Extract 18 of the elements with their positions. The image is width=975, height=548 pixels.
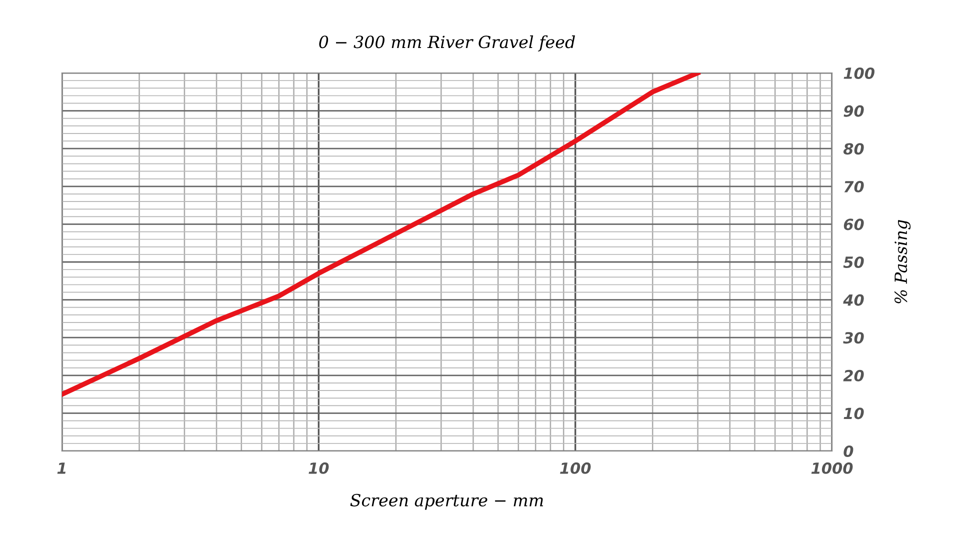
y-tick-label: 70 [844, 180, 864, 192]
chart-title: 0 − 300 mm River Gravel feed [319, 35, 575, 52]
y-tick-label: 60 [844, 218, 864, 230]
y-tick-label: 10 [844, 408, 864, 420]
x-tick-label: 10 [308, 462, 329, 474]
y-tick-label: 50 [843, 256, 864, 268]
y-tick-label: 20 [843, 370, 864, 382]
y-tick-label: 100 [844, 67, 874, 80]
y-tick-label: 40 [843, 294, 864, 306]
y-tick-label: 0 [844, 445, 854, 458]
x-tick-label: 100 [560, 462, 591, 474]
y-tick-label: 80 [843, 143, 864, 155]
y-tick-label: 30 [843, 332, 864, 344]
y-axis-title: % Passing [894, 220, 911, 304]
x-tick-label: 1 [57, 462, 66, 474]
x-tick-label: 1000 [811, 462, 853, 474]
x-axis-title: Screen aperture − mm [350, 494, 544, 510]
y-tick-label: 90 [844, 105, 864, 117]
